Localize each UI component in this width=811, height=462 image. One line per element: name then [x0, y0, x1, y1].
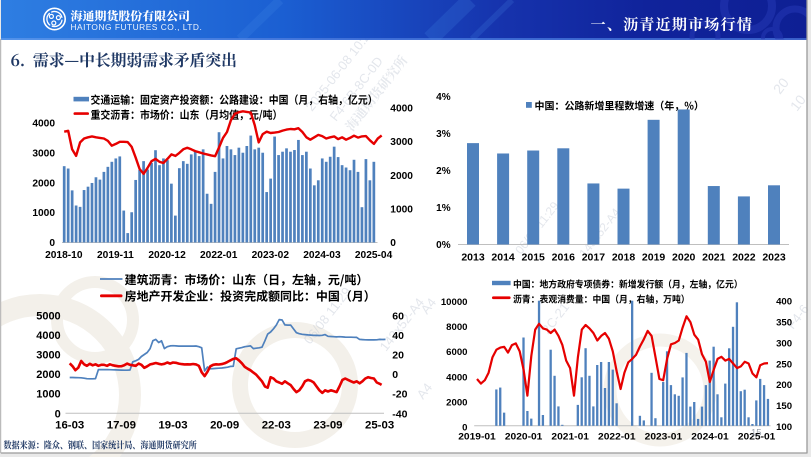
svg-text:2000: 2000 — [36, 369, 60, 381]
svg-text:2019-01: 2019-01 — [458, 431, 496, 441]
svg-text:2000: 2000 — [446, 397, 467, 408]
svg-text:2021: 2021 — [702, 251, 726, 263]
svg-text:2025-01: 2025-01 — [738, 431, 776, 441]
svg-text:0: 0 — [49, 238, 55, 249]
svg-text:20: 20 — [392, 350, 404, 362]
svg-text:1000: 1000 — [36, 389, 60, 401]
svg-text:100: 100 — [776, 422, 792, 433]
svg-text:0: 0 — [55, 408, 61, 420]
svg-text:2025-04: 2025-04 — [355, 250, 393, 261]
svg-text:2024-01: 2024-01 — [691, 431, 729, 441]
svg-text:1%: 1% — [436, 203, 451, 214]
svg-text:4%: 4% — [436, 92, 451, 103]
svg-text:0: 0 — [462, 422, 467, 433]
svg-text:2013: 2013 — [461, 251, 485, 263]
svg-text:60: 60 — [392, 310, 404, 322]
svg-text:-20: -20 — [392, 389, 407, 401]
svg-text:4000: 4000 — [446, 372, 467, 383]
svg-text:2021-01: 2021-01 — [551, 431, 589, 441]
svg-text:3%: 3% — [436, 129, 451, 140]
svg-text:350: 350 — [776, 317, 792, 328]
svg-text:8000: 8000 — [446, 322, 467, 333]
svg-text:4000: 4000 — [390, 104, 413, 115]
svg-text:40: 40 — [392, 330, 404, 342]
svg-text:22-03: 22-03 — [262, 420, 291, 432]
svg-text:2024-03: 2024-03 — [303, 250, 341, 261]
svg-text:2022: 2022 — [732, 251, 756, 263]
svg-text:2018: 2018 — [612, 251, 636, 263]
svg-text:2020: 2020 — [672, 251, 696, 263]
svg-text:400: 400 — [776, 297, 792, 308]
svg-text:17-09: 17-09 — [107, 420, 136, 432]
svg-text:10000: 10000 — [441, 297, 468, 308]
svg-text:2017: 2017 — [582, 251, 606, 263]
svg-text:300: 300 — [776, 338, 792, 349]
svg-text:HAITONG FUTURES CO., LTD.: HAITONG FUTURES CO., LTD. — [71, 22, 203, 32]
svg-text:25-03: 25-03 — [365, 420, 394, 432]
svg-text:2022-01: 2022-01 — [598, 431, 636, 441]
svg-text:6000: 6000 — [446, 347, 467, 358]
svg-text:2023-02: 2023-02 — [252, 250, 290, 261]
svg-text:200: 200 — [776, 380, 792, 391]
svg-text:3000: 3000 — [36, 350, 60, 362]
svg-text:0: 0 — [390, 238, 396, 249]
svg-text:2014: 2014 — [491, 251, 515, 263]
svg-text:19-03: 19-03 — [158, 420, 187, 432]
svg-text:2000: 2000 — [32, 178, 55, 189]
svg-text:23-09: 23-09 — [313, 420, 342, 432]
svg-text:20-09: 20-09 — [210, 420, 239, 432]
svg-text:15: 15 — [751, 428, 762, 439]
svg-text:2020-01: 2020-01 — [505, 431, 543, 441]
svg-text:2000: 2000 — [390, 171, 413, 182]
svg-text:2023: 2023 — [762, 251, 786, 263]
svg-text:3000: 3000 — [390, 137, 413, 148]
svg-text:2016: 2016 — [552, 251, 576, 263]
svg-text:4000: 4000 — [36, 330, 60, 342]
svg-text:2020-12: 2020-12 — [148, 250, 186, 261]
svg-text:2018-10: 2018-10 — [45, 250, 83, 261]
svg-text:2022-01: 2022-01 — [200, 250, 238, 261]
svg-text:0%: 0% — [436, 240, 451, 251]
svg-text:3000: 3000 — [32, 148, 55, 159]
svg-text:250: 250 — [776, 359, 792, 370]
svg-text:2019-11: 2019-11 — [97, 250, 134, 261]
svg-text:16-03: 16-03 — [55, 420, 84, 432]
svg-text:5000: 5000 — [36, 310, 60, 322]
svg-text:1000: 1000 — [390, 204, 413, 215]
svg-text:2015: 2015 — [522, 251, 546, 263]
svg-text:2%: 2% — [436, 166, 451, 177]
svg-text:2019: 2019 — [642, 251, 666, 263]
svg-text:4000: 4000 — [32, 119, 55, 130]
svg-text:0: 0 — [392, 369, 398, 381]
svg-text:2023-01: 2023-01 — [645, 431, 683, 441]
svg-text:1000: 1000 — [32, 208, 55, 219]
svg-text:150: 150 — [776, 401, 792, 412]
svg-text:-40: -40 — [392, 408, 407, 420]
